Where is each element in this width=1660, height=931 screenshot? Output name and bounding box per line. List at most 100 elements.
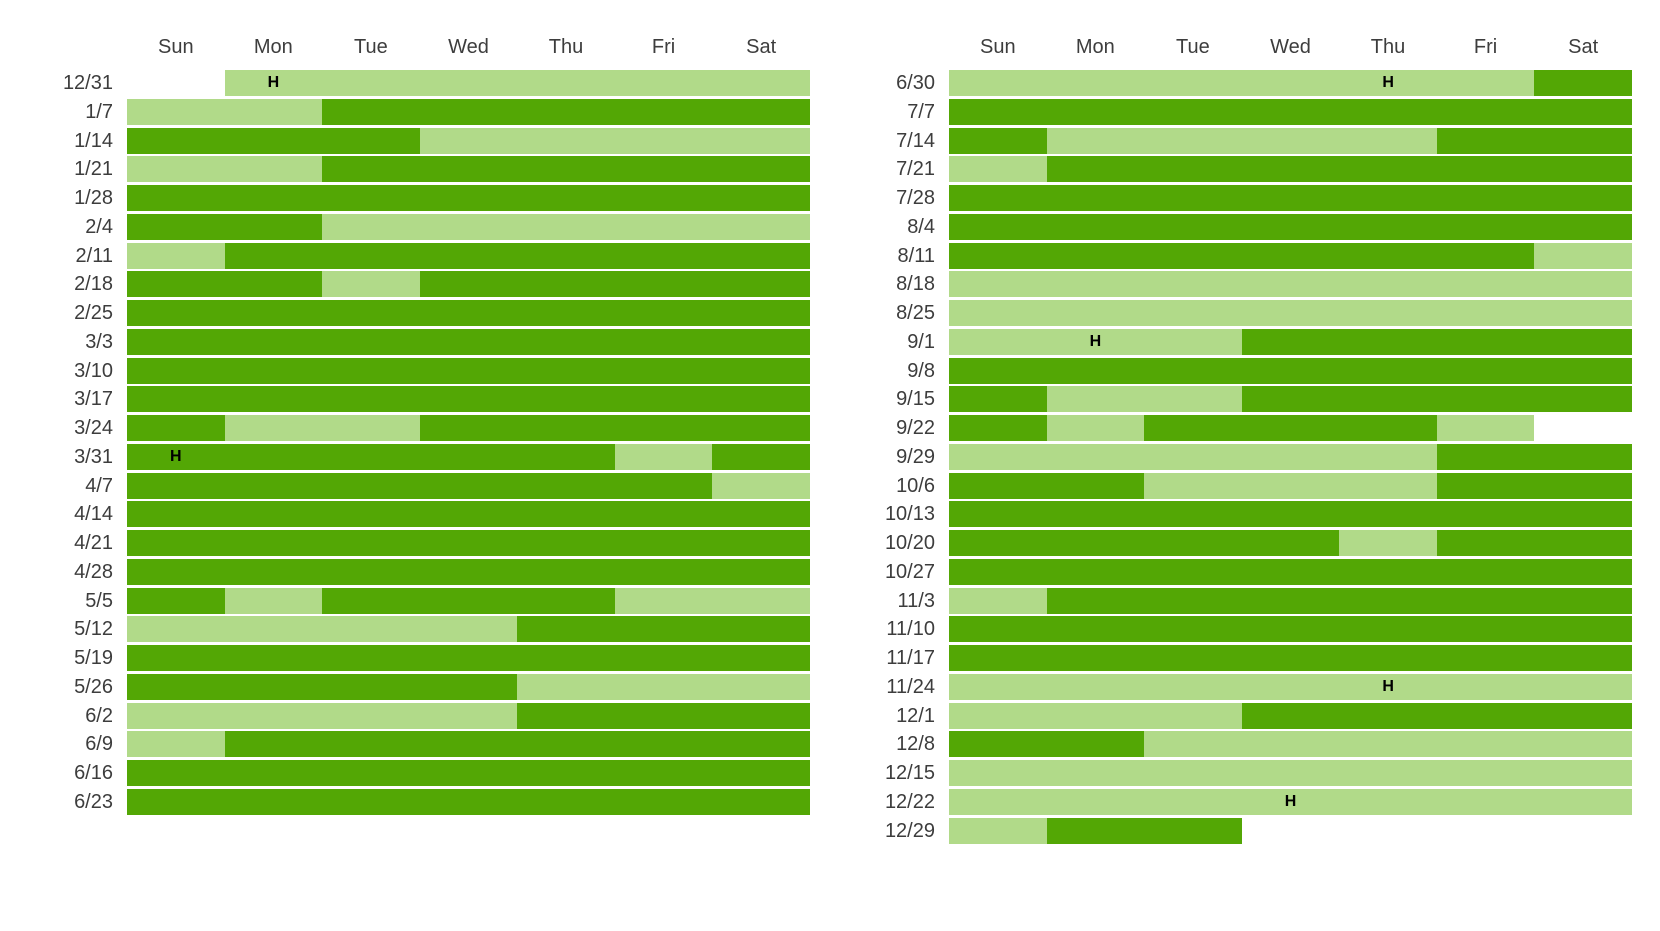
day-cell-sat[interactable] xyxy=(1534,70,1633,96)
day-cell-tue[interactable] xyxy=(1144,156,1242,183)
day-cell-wed[interactable] xyxy=(419,328,518,355)
day-cell-mon[interactable] xyxy=(224,702,323,729)
day-cell-tue[interactable] xyxy=(1144,357,1242,384)
day-cell-fri[interactable] xyxy=(1436,501,1535,528)
day-cell-sun[interactable] xyxy=(949,530,1047,556)
day-cell-sat[interactable] xyxy=(712,300,811,326)
day-cell-sun[interactable] xyxy=(949,501,1047,528)
day-cell-sat[interactable] xyxy=(1534,558,1633,585)
day-cell-fri[interactable] xyxy=(1436,731,1535,758)
day-cell-wed[interactable] xyxy=(1241,472,1340,499)
day-cell-thu[interactable] xyxy=(1339,530,1437,556)
day-cell-fri[interactable] xyxy=(1436,530,1535,556)
day-cell-sat[interactable] xyxy=(712,472,811,499)
day-cell-tue[interactable] xyxy=(322,702,420,729)
day-cell-mon[interactable] xyxy=(1046,760,1145,786)
day-cell-mon[interactable] xyxy=(1046,587,1145,614)
day-cell-thu[interactable] xyxy=(1339,242,1437,269)
day-cell-sat[interactable] xyxy=(712,98,811,125)
day-cell-tue[interactable] xyxy=(1144,645,1242,671)
day-cell-fri[interactable] xyxy=(1436,587,1535,614)
day-cell-sun[interactable] xyxy=(949,127,1047,154)
day-cell-mon[interactable] xyxy=(1046,271,1145,298)
day-cell-sat[interactable] xyxy=(1534,587,1633,614)
day-cell-mon[interactable] xyxy=(1046,300,1145,326)
day-cell-sat[interactable] xyxy=(712,386,811,413)
day-cell-thu[interactable] xyxy=(1339,702,1437,729)
day-cell-sun[interactable] xyxy=(949,558,1047,585)
day-cell-tue[interactable] xyxy=(322,501,420,528)
day-cell-fri[interactable] xyxy=(614,702,713,729)
day-cell-tue[interactable] xyxy=(322,242,420,269)
day-cell-sun[interactable] xyxy=(949,443,1047,470)
day-cell-fri[interactable] xyxy=(614,415,713,441)
day-cell-tue[interactable] xyxy=(1144,731,1242,758)
day-cell-fri[interactable] xyxy=(1436,213,1535,240)
day-cell-tue[interactable] xyxy=(1144,98,1242,125)
day-cell-wed[interactable] xyxy=(1241,415,1340,441)
day-cell-sun[interactable] xyxy=(127,213,225,240)
day-cell-sun[interactable] xyxy=(949,98,1047,125)
day-cell-fri[interactable] xyxy=(1436,357,1535,384)
day-cell-sat[interactable] xyxy=(712,731,811,758)
day-cell-mon[interactable] xyxy=(224,587,323,614)
day-cell-sun[interactable] xyxy=(127,788,225,815)
day-cell-fri[interactable] xyxy=(1436,386,1535,413)
day-cell-thu[interactable] xyxy=(1339,300,1437,326)
day-cell-thu[interactable] xyxy=(1339,788,1437,815)
day-cell-sat[interactable] xyxy=(712,645,811,671)
day-cell-sun[interactable] xyxy=(949,731,1047,758)
day-cell-fri[interactable] xyxy=(1436,127,1535,154)
day-cell-sat[interactable] xyxy=(712,328,811,355)
day-cell-sat[interactable] xyxy=(712,213,811,240)
day-cell-fri[interactable] xyxy=(614,156,713,183)
day-cell-tue[interactable] xyxy=(1144,673,1242,700)
day-cell-thu[interactable] xyxy=(517,760,615,786)
day-cell-fri[interactable] xyxy=(1436,98,1535,125)
day-cell-mon[interactable] xyxy=(224,443,323,470)
day-cell-wed[interactable] xyxy=(419,242,518,269)
day-cell-sat[interactable] xyxy=(1534,213,1633,240)
day-cell-thu[interactable] xyxy=(1339,558,1437,585)
day-cell-sat[interactable] xyxy=(712,185,811,211)
day-cell-mon[interactable] xyxy=(224,673,323,700)
day-cell-mon[interactable] xyxy=(1046,616,1145,643)
day-cell-fri[interactable] xyxy=(614,328,713,355)
day-cell-tue[interactable] xyxy=(322,415,420,441)
day-cell-thu[interactable] xyxy=(1339,645,1437,671)
day-cell-mon[interactable] xyxy=(1046,673,1145,700)
day-cell-mon[interactable] xyxy=(224,328,323,355)
day-cell-thu[interactable] xyxy=(517,443,615,470)
day-cell-sun[interactable] xyxy=(949,616,1047,643)
day-cell-mon[interactable] xyxy=(1046,645,1145,671)
day-cell-sat[interactable] xyxy=(712,501,811,528)
day-cell-sat[interactable] xyxy=(1534,386,1633,413)
day-cell-wed[interactable] xyxy=(1241,760,1340,786)
day-cell-tue[interactable] xyxy=(322,616,420,643)
day-cell-fri[interactable] xyxy=(614,530,713,556)
day-cell-fri[interactable] xyxy=(614,98,713,125)
day-cell-mon[interactable] xyxy=(224,386,323,413)
day-cell-sun[interactable] xyxy=(949,673,1047,700)
day-cell-mon[interactable] xyxy=(1046,213,1145,240)
day-cell-wed[interactable] xyxy=(419,558,518,585)
day-cell-sat[interactable] xyxy=(1534,300,1633,326)
day-cell-mon[interactable] xyxy=(1046,472,1145,499)
day-cell-sun[interactable] xyxy=(127,386,225,413)
day-cell-thu[interactable] xyxy=(517,415,615,441)
day-cell-wed[interactable] xyxy=(1241,357,1340,384)
day-cell-wed[interactable] xyxy=(419,530,518,556)
day-cell-tue[interactable] xyxy=(1144,242,1242,269)
day-cell-sun[interactable] xyxy=(127,702,225,729)
day-cell-mon[interactable] xyxy=(1046,242,1145,269)
day-cell-wed[interactable] xyxy=(419,472,518,499)
day-cell-mon[interactable] xyxy=(224,472,323,499)
day-cell-fri[interactable] xyxy=(1436,472,1535,499)
day-cell-sat[interactable] xyxy=(1534,616,1633,643)
day-cell-fri[interactable] xyxy=(614,788,713,815)
day-cell-tue[interactable] xyxy=(1144,213,1242,240)
day-cell-mon[interactable] xyxy=(1046,731,1145,758)
day-cell-thu[interactable] xyxy=(517,98,615,125)
day-cell-sun[interactable] xyxy=(127,587,225,614)
day-cell-sat[interactable] xyxy=(1534,443,1633,470)
